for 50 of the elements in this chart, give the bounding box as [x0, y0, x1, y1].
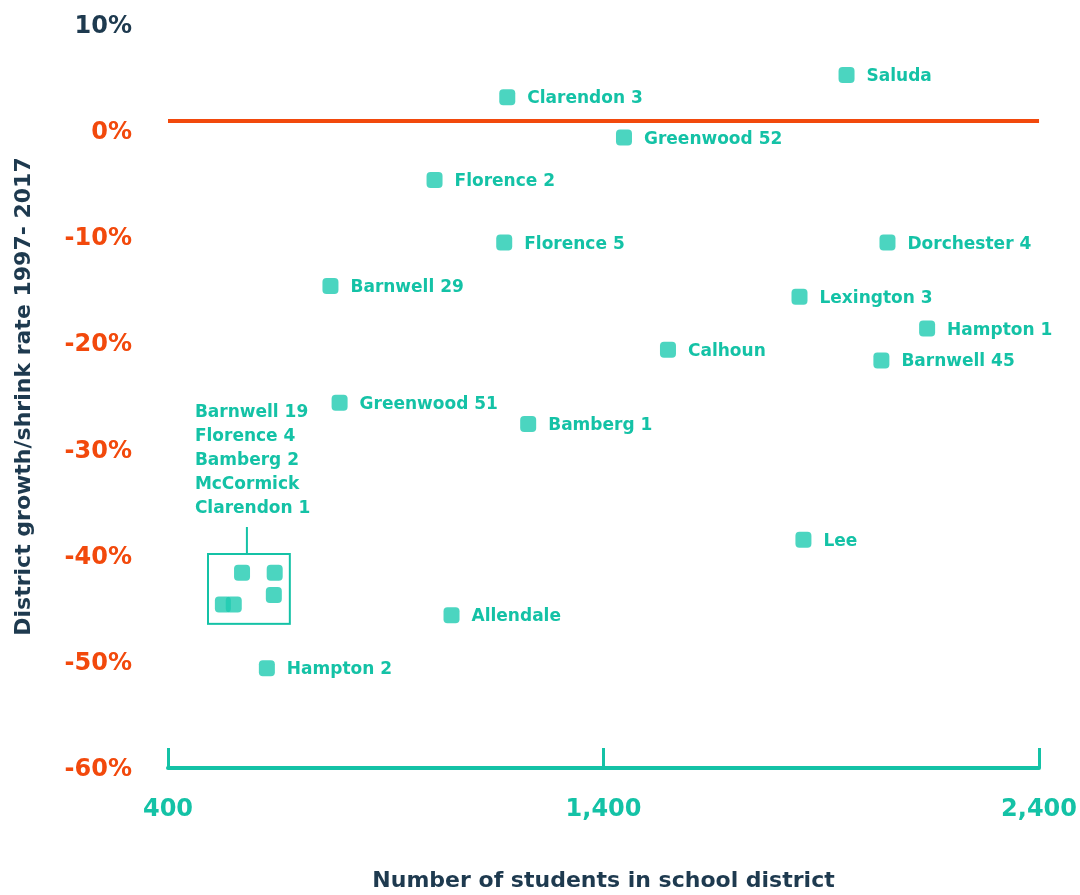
annotation: Calhoun — [687, 339, 766, 360]
point — [919, 320, 936, 337]
y-axis-title: District growth/shrink rate 1997- 2017 — [9, 157, 35, 636]
y-tick-label: -60% — [64, 754, 132, 782]
point — [615, 129, 632, 146]
point — [426, 171, 443, 188]
y-tick-label: 0% — [91, 117, 132, 146]
point — [838, 66, 855, 83]
point — [234, 564, 251, 581]
annotation: Saluda — [866, 64, 932, 85]
y-tick-label: -10% — [64, 223, 132, 252]
y-tick-label: -30% — [64, 435, 132, 464]
point — [258, 660, 275, 677]
annotation: Florence 2 — [454, 169, 556, 190]
x-tick-label: 400 — [142, 794, 194, 822]
annotation: Allendale — [471, 605, 561, 626]
y-tick-label: -40% — [64, 541, 132, 570]
annotation: Lee — [823, 529, 858, 550]
point — [266, 564, 283, 581]
point — [873, 352, 890, 369]
annotation: Barnwell 45 — [901, 350, 1015, 371]
annotation: Florence 5 — [524, 232, 625, 253]
annotation: Clarendon 3 — [527, 87, 643, 108]
annotation: Barnwell 19 Florence 4 Bamberg 2 McCormick Clarendon 1 — [194, 400, 311, 517]
point — [659, 341, 676, 358]
annotation: Hampton 2 — [286, 658, 393, 679]
point — [795, 531, 812, 548]
point — [499, 89, 516, 106]
y-tick-label: -50% — [64, 647, 132, 676]
point — [791, 288, 808, 305]
y-tick-label: 10% — [74, 11, 132, 39]
y-tick-label: -20% — [64, 329, 132, 358]
point — [225, 596, 242, 613]
point — [879, 234, 896, 251]
annotation: Lexington 3 — [819, 286, 933, 307]
point — [520, 416, 537, 433]
point — [331, 394, 348, 411]
annotation: Greenwood 51 — [359, 392, 498, 413]
point — [443, 607, 460, 624]
point — [265, 586, 282, 603]
annotation: Bamberg 1 — [548, 414, 653, 435]
x-tick-label: 1,400 — [565, 794, 642, 822]
point — [322, 278, 339, 295]
annotation: Greenwood 52 — [643, 127, 783, 148]
annotation: Dorchester 4 — [907, 232, 1032, 253]
point — [496, 234, 513, 251]
annotation: Hampton 1 — [947, 318, 1053, 339]
annotation: Barnwell 29 — [350, 276, 464, 297]
x-tick-label: 2,400 — [1001, 794, 1077, 822]
x-axis-title: Number of students in school district — [372, 866, 836, 892]
